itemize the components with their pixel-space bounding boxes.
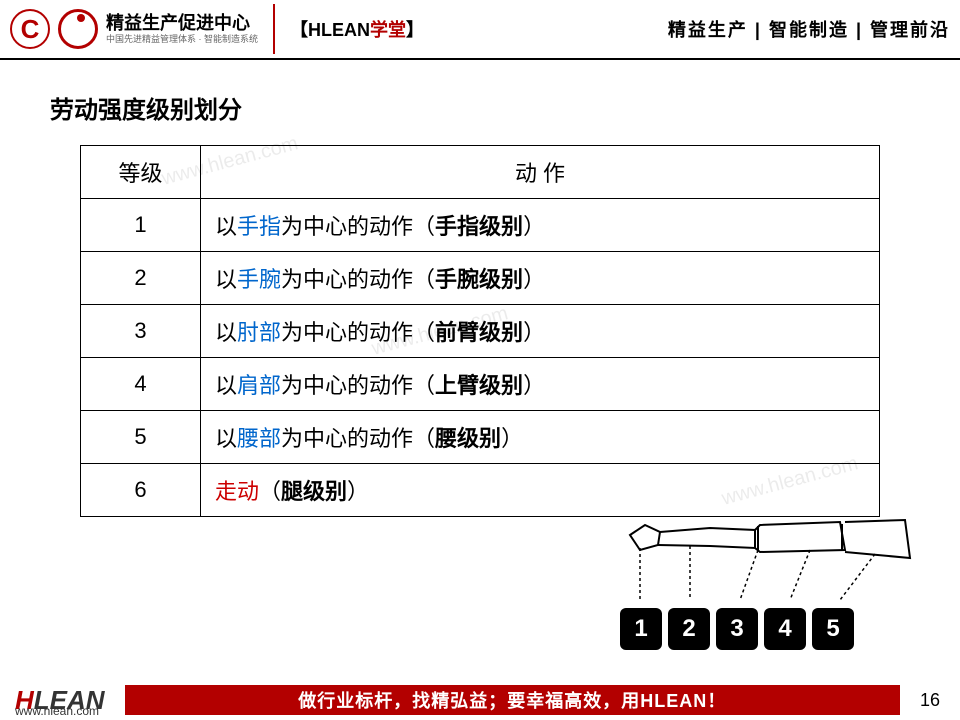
cell-action: 以手腕为中心的动作（手腕级别） bbox=[201, 252, 880, 305]
table-row: 2以手腕为中心的动作（手腕级别） bbox=[81, 252, 880, 305]
number-box: 4 bbox=[764, 608, 806, 650]
footer-url: www.hlean.com bbox=[0, 704, 99, 718]
logo-text: 精益生产促进中心 中国先进精益管理体系 · 智能制造系统 bbox=[106, 13, 258, 45]
cell-action: 以肩部为中心的动作（上臂级别） bbox=[201, 358, 880, 411]
number-box: 3 bbox=[716, 608, 758, 650]
vertical-divider bbox=[273, 4, 275, 54]
cell-action: 以腰部为中心的动作（腰级别） bbox=[201, 411, 880, 464]
logo-ring-icon bbox=[58, 9, 98, 49]
number-box: 2 bbox=[668, 608, 710, 650]
table-row: 1以手指为中心的动作（手指级别） bbox=[81, 199, 880, 252]
cell-level: 2 bbox=[81, 252, 201, 305]
page-title: 劳动强度级别划分 bbox=[50, 90, 960, 125]
cell-level: 1 bbox=[81, 199, 201, 252]
hlean-tag: 【HLEAN学堂】 bbox=[290, 16, 424, 42]
cell-action: 以肘部为中心的动作（前臂级别） bbox=[201, 305, 880, 358]
number-boxes: 12345 bbox=[620, 608, 854, 650]
number-box: 5 bbox=[812, 608, 854, 650]
table-row: 5以腰部为中心的动作（腰级别） bbox=[81, 411, 880, 464]
table-header-row: 等级 动 作 bbox=[81, 146, 880, 199]
table-container: 等级 动 作 1以手指为中心的动作（手指级别）2以手腕为中心的动作（手腕级别）3… bbox=[80, 145, 880, 517]
intensity-table: 等级 动 作 1以手指为中心的动作（手指级别）2以手腕为中心的动作（手腕级别）3… bbox=[80, 145, 880, 517]
cell-level: 3 bbox=[81, 305, 201, 358]
cell-action: 以手指为中心的动作（手指级别） bbox=[201, 199, 880, 252]
logo-subtitle: 中国先进精益管理体系 · 智能制造系统 bbox=[106, 34, 258, 45]
header: C 精益生产促进中心 中国先进精益管理体系 · 智能制造系统 【HLEAN学堂】… bbox=[0, 0, 960, 60]
cell-level: 5 bbox=[81, 411, 201, 464]
table-row: 3以肘部为中心的动作（前臂级别） bbox=[81, 305, 880, 358]
number-box: 1 bbox=[620, 608, 662, 650]
col-level: 等级 bbox=[81, 146, 201, 199]
cell-level: 4 bbox=[81, 358, 201, 411]
arm-diagram: 12345 bbox=[610, 500, 930, 650]
logo-title: 精益生产促进中心 bbox=[106, 13, 258, 35]
cell-level: 6 bbox=[81, 464, 201, 517]
col-action: 动 作 bbox=[201, 146, 880, 199]
table-row: 4以肩部为中心的动作（上臂级别） bbox=[81, 358, 880, 411]
header-right-text: 精益生产 | 智能制造 | 管理前沿 bbox=[668, 16, 950, 42]
footer-left: HLEAN www.hlean.com bbox=[0, 685, 105, 716]
footer: HLEAN www.hlean.com 做行业标杆，找精弘益；要幸福高效，用HL… bbox=[0, 680, 960, 720]
footer-slogan: 做行业标杆，找精弘益；要幸福高效，用HLEAN！ bbox=[125, 685, 900, 715]
page-number: 16 bbox=[900, 690, 960, 711]
logo-area: C 精益生产促进中心 中国先进精益管理体系 · 智能制造系统 bbox=[10, 9, 258, 49]
logo-c-icon: C bbox=[10, 9, 50, 49]
